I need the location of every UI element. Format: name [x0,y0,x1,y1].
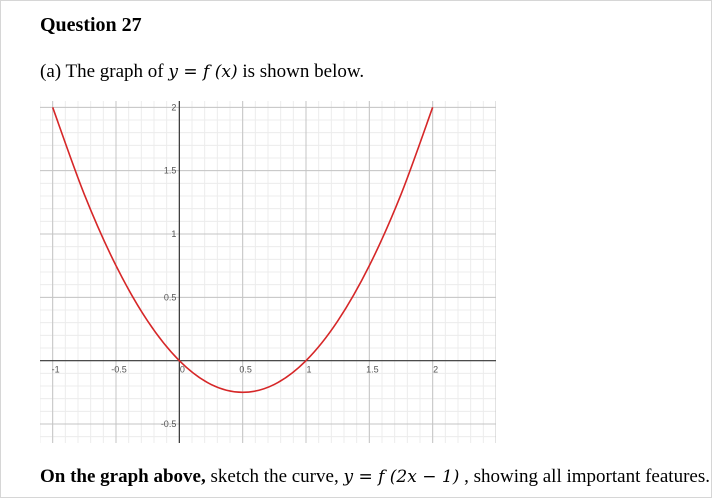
function-expression: y = f (x) [168,62,238,82]
y-tick-label: 1 [171,229,176,239]
part-a-suffix: is shown below. [242,61,365,82]
transformed-function-expression: y = f (2x − 1) [343,467,460,487]
y-tick-label: 1.5 [164,166,177,176]
instruction: On the graph above, sketch the curve, y … [40,466,710,488]
curves [51,107,434,394]
y-tick-label: -0.5 [161,419,177,429]
part-a-prefix: (a) The graph of [40,61,164,82]
x-tick-label: 2 [433,365,438,375]
x-tick-label: 0.5 [239,365,252,375]
tick-labels: -1 -0.5 0 0.5 1 1.5 2 2 1.5 1 0.5 -0.5 [52,102,439,429]
question-title: Question 27 [40,14,142,36]
axes [40,101,496,443]
y-tick-label: 0.5 [164,292,177,302]
y-tick-label: 2 [171,102,176,112]
grid-major [40,101,496,443]
instruction-text-after: , showing all important features. [464,466,710,487]
part-a-prompt: (a) The graph of y = f (x) is shown belo… [40,61,364,83]
function-curve [51,107,434,394]
function-graph: -1 -0.5 0 0.5 1 1.5 2 2 1.5 1 0.5 -0.5 [40,101,496,443]
instruction-text-before: sketch the curve, [210,466,339,487]
x-tick-label: 1 [306,365,311,375]
x-tick-label: -1 [52,365,60,375]
x-tick-label: 0 [180,365,185,375]
x-tick-label: 1.5 [366,365,379,375]
x-tick-label: -0.5 [111,365,127,375]
instruction-bold-prefix: On the graph above, [40,466,206,487]
